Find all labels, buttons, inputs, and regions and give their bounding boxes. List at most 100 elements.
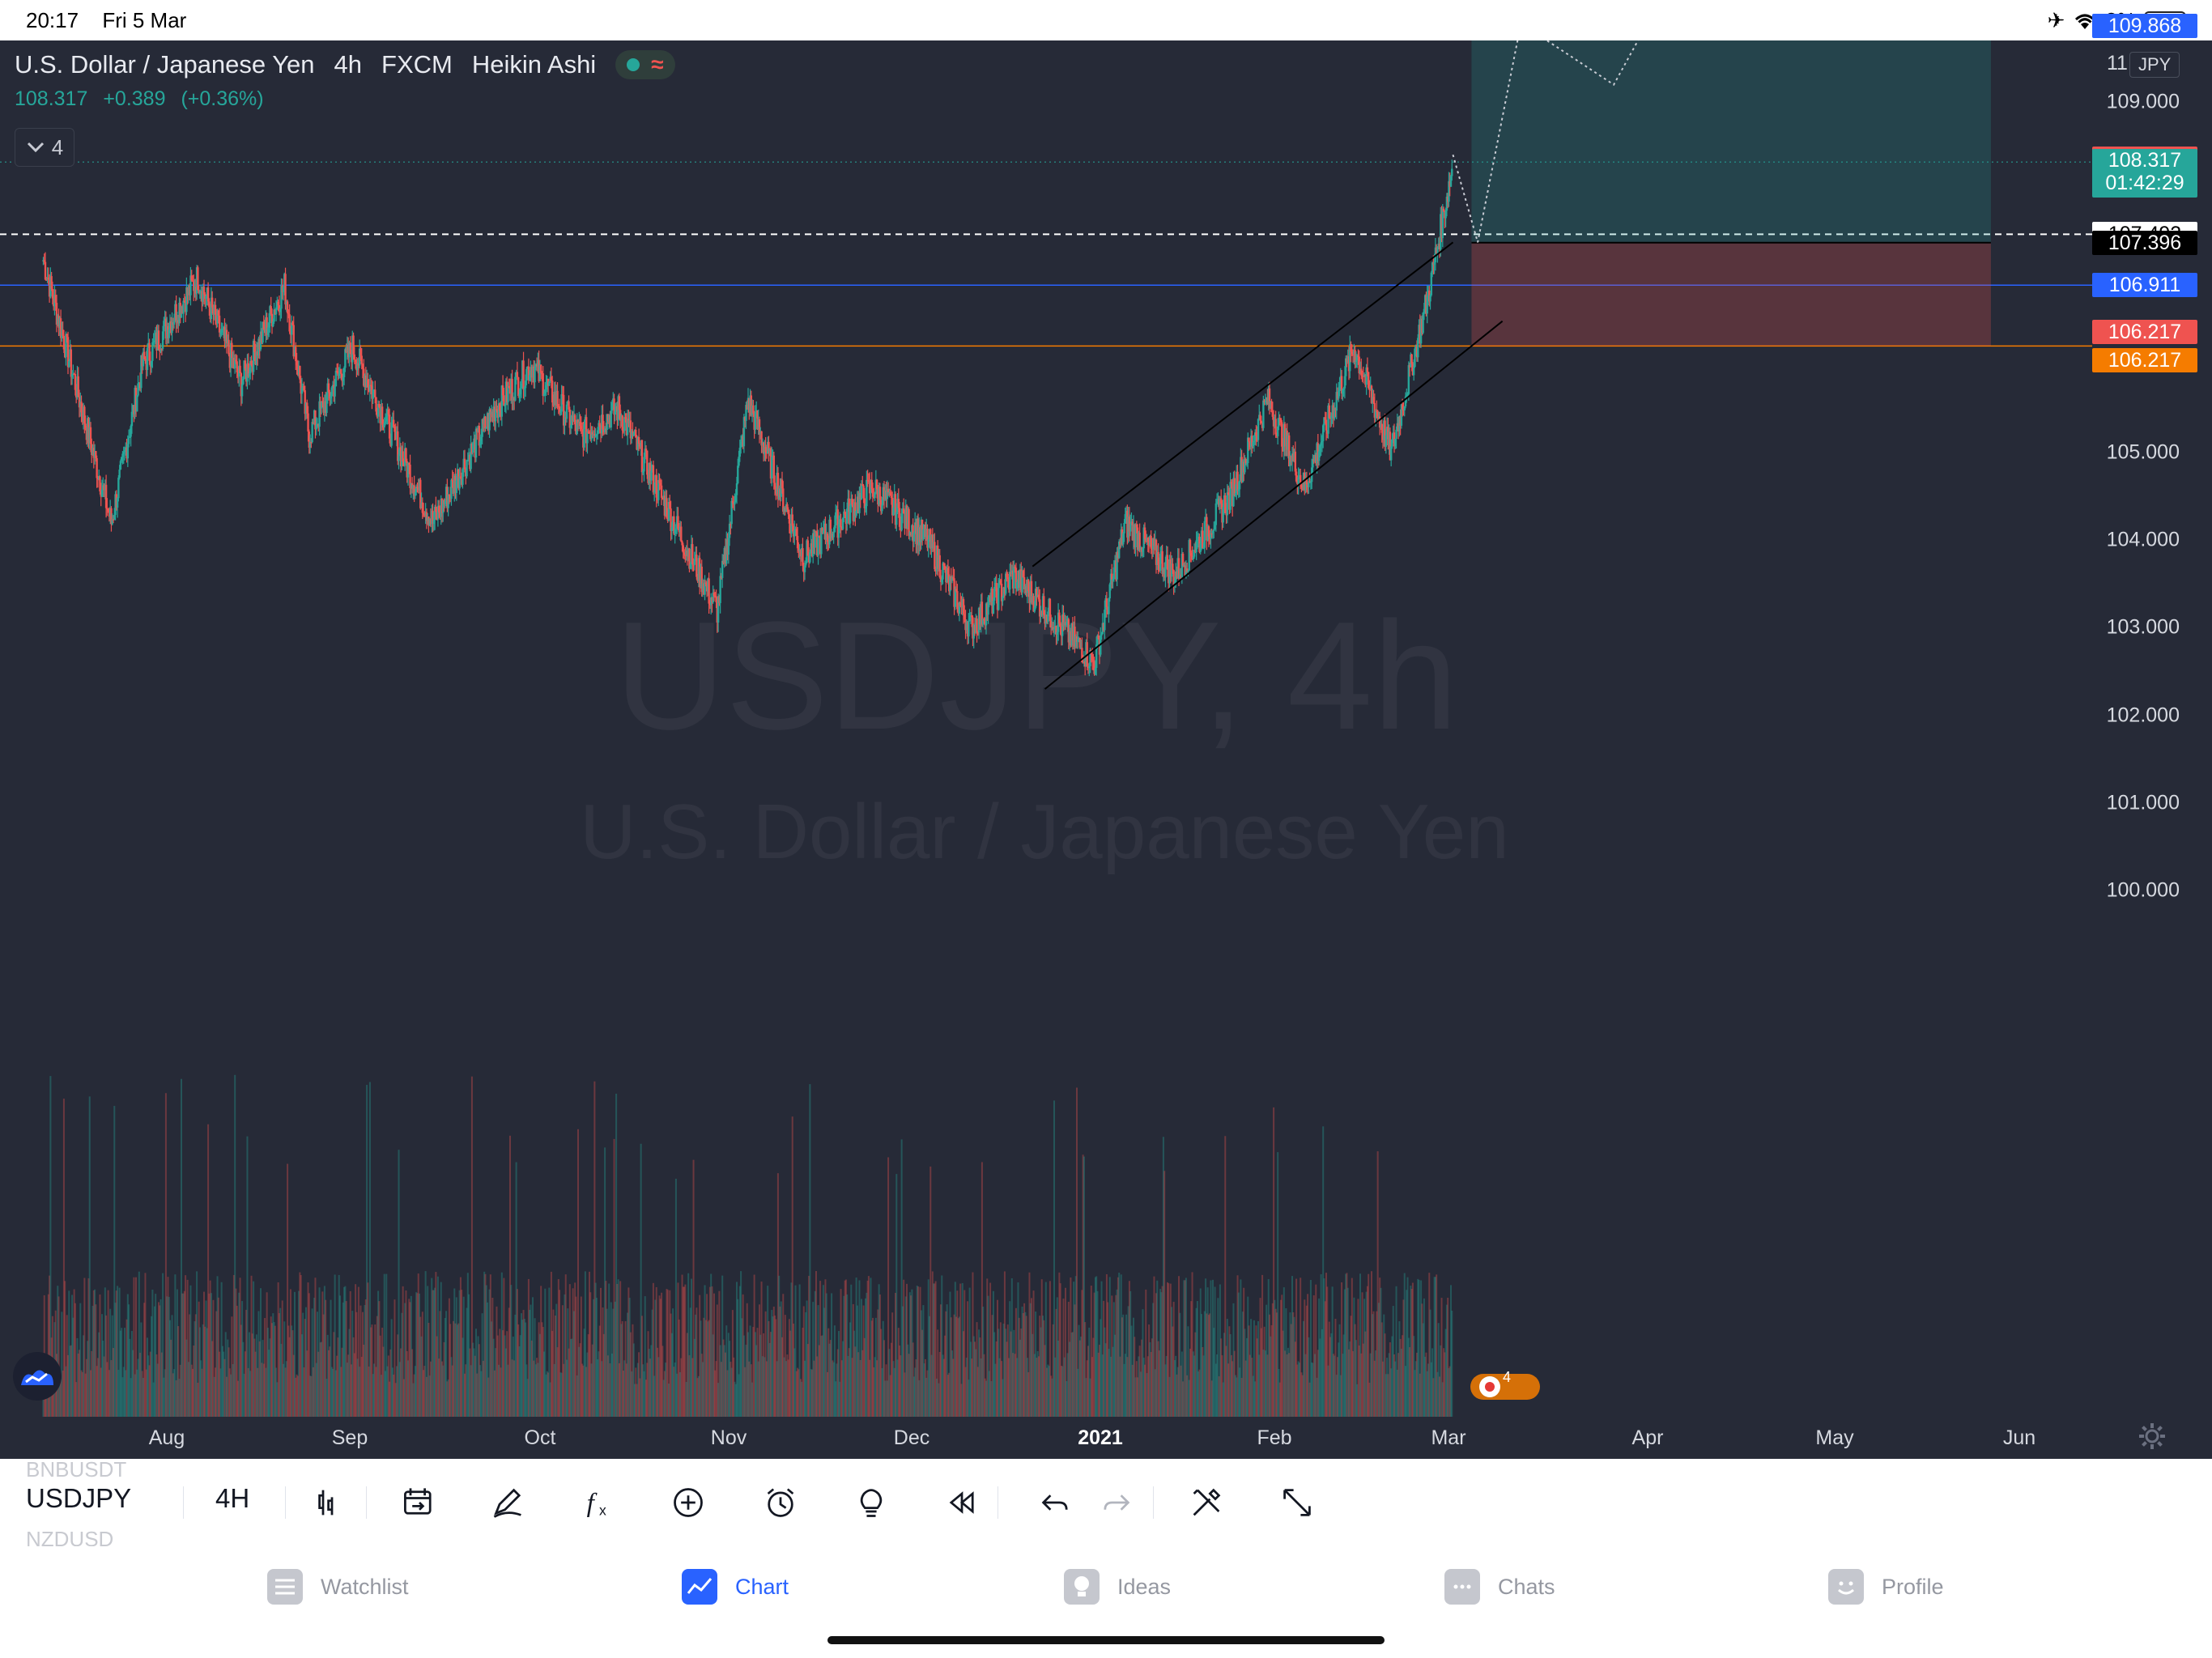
- replay-rewind-button[interactable]: [939, 1480, 985, 1525]
- candle-body: [487, 413, 490, 431]
- currency-badge[interactable]: JPY: [2129, 52, 2180, 78]
- compare-calendar-button[interactable]: [397, 1480, 442, 1525]
- candle-body: [452, 480, 455, 494]
- draw-pen-button[interactable]: [486, 1480, 531, 1525]
- volume-bar: [1350, 1316, 1352, 1417]
- candle-body: [1229, 482, 1231, 510]
- volume-bar: [375, 1367, 377, 1417]
- candle-body: [890, 495, 893, 498]
- candle-body: [1083, 661, 1086, 663]
- candle-body: [1022, 571, 1025, 577]
- volume-bar: [202, 1324, 204, 1417]
- trend-channel-line: [1044, 320, 1504, 690]
- indicators-collapse-button[interactable]: 4: [15, 128, 74, 167]
- volume-bar: [230, 1374, 232, 1417]
- candle-body: [431, 510, 433, 525]
- volume-bar: [1269, 1314, 1270, 1417]
- volume-bar: [1067, 1301, 1070, 1417]
- candle-body: [1217, 499, 1219, 502]
- events-marker[interactable]: 4: [1470, 1369, 1543, 1403]
- candle-body: [867, 480, 870, 482]
- volume-bar: [482, 1360, 484, 1417]
- candle-body: [992, 600, 995, 614]
- candle-body: [119, 461, 122, 470]
- toolbar-divider: [183, 1486, 184, 1519]
- volume-bar: [1037, 1356, 1040, 1417]
- volume-bar: [823, 1307, 826, 1417]
- candle-body: [165, 325, 168, 339]
- chart-area[interactable]: USDJPY, 4h U.S. Dollar / Japanese Yen U.S…: [0, 14, 2212, 1459]
- tab-ideas[interactable]: Ideas: [1064, 1569, 1171, 1605]
- tradingview-logo-icon[interactable]: [13, 1352, 62, 1401]
- candle-body: [1282, 446, 1284, 452]
- candle-body: [1006, 577, 1009, 579]
- volume-bar: [756, 1328, 759, 1417]
- alarm-clock-button[interactable]: [758, 1480, 803, 1525]
- volume-bar: [1368, 1273, 1370, 1417]
- volume-bar: [442, 1365, 445, 1417]
- candle-body: [253, 341, 256, 353]
- candle-body: [290, 322, 293, 335]
- volume-bar: [111, 1315, 113, 1417]
- candle-body: [419, 479, 422, 508]
- home-indicator: [827, 1636, 1385, 1644]
- candle-body: [420, 502, 423, 508]
- tab-chart[interactable]: Chart: [682, 1569, 789, 1605]
- candle-body: [850, 498, 853, 506]
- candles-button[interactable]: [309, 1480, 355, 1525]
- price-chart[interactable]: USDJPY, 4hU.S. Dollar / Japanese Yen: [0, 40, 2212, 1459]
- symbol-selector[interactable]: USDJPY: [26, 1483, 132, 1513]
- volume-bar: [975, 1349, 977, 1417]
- volume-bar: [1402, 1335, 1404, 1417]
- tab-watchlist[interactable]: Watchlist: [267, 1569, 409, 1605]
- add-plus-button[interactable]: [666, 1480, 711, 1525]
- volume-bar: [223, 1351, 225, 1417]
- interval-selector[interactable]: 4H: [215, 1483, 250, 1513]
- volume-bar: [629, 1332, 632, 1417]
- volume-bar: [92, 1290, 95, 1417]
- volume-bar: [1110, 1356, 1112, 1417]
- undo-button[interactable]: [1033, 1480, 1078, 1525]
- legend-chart-style[interactable]: Heikin Ashi: [471, 50, 597, 79]
- candle-body: [961, 599, 963, 608]
- ideas-bulb-button[interactable]: [849, 1480, 894, 1525]
- legend-interval[interactable]: 4h: [334, 50, 363, 79]
- volume-bar: [594, 1282, 597, 1417]
- volume-bar: [952, 1358, 955, 1417]
- candle-body: [374, 389, 376, 397]
- volume-bar: [740, 1271, 742, 1417]
- gear-icon[interactable]: [2138, 1422, 2167, 1451]
- volume-bar: [185, 1339, 188, 1417]
- volume-bar: [878, 1294, 881, 1417]
- tools-button[interactable]: [1184, 1480, 1229, 1525]
- volume-bar: [884, 1380, 887, 1417]
- volume-bar: [1372, 1311, 1375, 1417]
- tab-profile[interactable]: Profile: [1828, 1569, 1944, 1605]
- volume-bar: [802, 1306, 805, 1417]
- candle-body: [1189, 540, 1192, 553]
- fullscreen-button[interactable]: [1274, 1480, 1320, 1525]
- candle-body: [552, 402, 555, 406]
- candle-body: [134, 387, 136, 414]
- symbol-title[interactable]: U.S. Dollar / Japanese Yen: [15, 50, 315, 79]
- tab-chats[interactable]: Chats: [1444, 1569, 1555, 1605]
- candle-body: [606, 414, 610, 422]
- volume-bar: [139, 1352, 142, 1417]
- market-status-pill[interactable]: ≈: [615, 50, 675, 79]
- candle-body: [659, 483, 662, 486]
- redo-button[interactable]: [1093, 1480, 1138, 1525]
- volume-bar: [549, 1382, 551, 1417]
- volume-bar: [275, 1367, 278, 1417]
- candle-body: [904, 505, 907, 529]
- candle-body: [92, 448, 96, 458]
- volume-bar: [168, 1296, 170, 1417]
- candle-body: [962, 599, 965, 614]
- candle-body: [711, 597, 713, 603]
- replay-rewind-icon: [949, 1491, 974, 1514]
- volume-bar: [1169, 1283, 1172, 1417]
- candle-body: [1437, 243, 1440, 248]
- candle-body: [488, 409, 491, 431]
- volume-bar: [1334, 1318, 1337, 1417]
- candle-body: [765, 452, 768, 454]
